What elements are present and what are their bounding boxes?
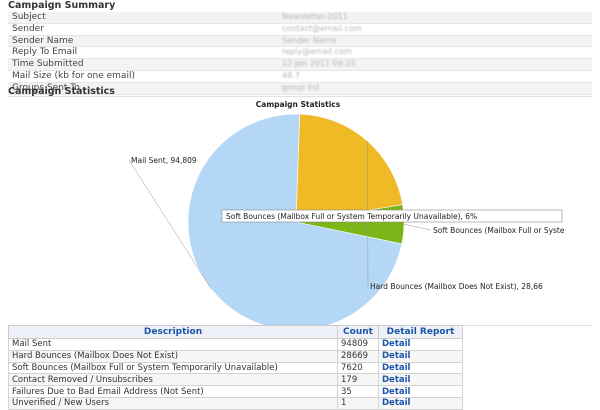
- table-row: Hard Bounces (Mailbox Does Not Exist) 28…: [8, 349, 463, 363]
- summary-label: Sender Name: [12, 35, 74, 46]
- chart-title: Campaign Statistics: [256, 100, 341, 109]
- row-detail-cell: Detail: [378, 361, 463, 375]
- detail-link[interactable]: Detail: [382, 374, 411, 385]
- campaign-summary-title: Campaign Summary: [8, 0, 116, 11]
- summary-value: 12 Jan 2011 09:25: [282, 59, 356, 69]
- row-count: 35: [337, 385, 379, 398]
- slice-leader-line: [403, 223, 432, 231]
- row-description: Mail Sent: [8, 338, 338, 351]
- row-detail-cell: Detail: [378, 338, 463, 351]
- summary-value: contact@email.com: [282, 23, 362, 33]
- summary-value: Sender Name: [282, 35, 337, 45]
- summary-value: reply@email.com: [282, 47, 352, 57]
- slice-label: Hard Bounces (Mailbox Does Not Exist), 2…: [370, 282, 543, 291]
- row-detail-cell: Detail: [378, 385, 463, 398]
- row-description: Unverified / New Users: [8, 396, 338, 410]
- table-row: Unverified / New Users 1 Detail: [8, 396, 463, 410]
- summary-label: Time Submitted: [12, 59, 84, 70]
- description-header: Description: [8, 325, 338, 339]
- row-count: 7620: [337, 361, 379, 375]
- row-description: Contact Removed / Unsubscribes: [8, 373, 338, 387]
- slice-label: Mail Sent, 94,809: [131, 156, 197, 165]
- detail-link[interactable]: Detail: [382, 351, 411, 362]
- table-header-row: Description Count Detail Report: [8, 325, 463, 339]
- campaign-statistics-title: Campaign Statistics: [8, 86, 115, 97]
- summary-row: Time Submitted 12 Jan 2011 09:25: [8, 59, 592, 71]
- summary-label: Sender: [12, 23, 44, 34]
- table-row: Soft Bounces (Mailbox Full or System Tem…: [8, 361, 463, 375]
- chart-tooltip: Soft Bounces (Mailbox Full or System Tem…: [221, 209, 563, 223]
- summary-row: Subject Newsletter-2011: [8, 12, 592, 24]
- row-detail-cell: Detail: [378, 396, 463, 410]
- row-count: 179: [337, 373, 379, 387]
- table-row: Contact Removed / Unsubscribes 179 Detai…: [8, 373, 463, 387]
- row-count: 1: [337, 396, 379, 410]
- summary-label: Groups Sent To: [12, 82, 80, 93]
- row-description: Failures Due to Bad Email Address (Not S…: [8, 385, 338, 398]
- summary-value: group list: [282, 82, 320, 92]
- row-description: Soft Bounces (Mailbox Full or System Tem…: [8, 361, 338, 375]
- detail-report-header: Detail Report: [378, 325, 463, 339]
- campaign-summary-table: Subject Newsletter-2011 Sender contact@ema…: [8, 12, 592, 95]
- tooltip-text: Soft Bounces (Mailbox Full or System Tem…: [226, 212, 477, 221]
- pie-slice[interactable]: [295, 113, 403, 223]
- summary-label: Mail Size (kb for one email): [12, 70, 135, 81]
- table-row: Failures Due to Bad Email Address (Not S…: [8, 385, 463, 398]
- row-count: 94809: [337, 338, 379, 351]
- pie-chart: Campaign Statistics Mail Sent, 94,809 Sof…: [128, 100, 565, 325]
- slice-label: Soft Bounces (Mailbox Full or Syste: [433, 226, 565, 235]
- table-row: Mail Sent 94809 Detail: [8, 338, 463, 351]
- summary-value: 48.7: [282, 70, 300, 80]
- summary-value: Newsletter-2011: [282, 12, 348, 21]
- summary-row: Mail Size (kb for one email) 48.7: [8, 71, 592, 83]
- campaign-statistics-chart: Campaign Statistics Mail Sent, 94,809 Sof…: [8, 96, 592, 326]
- detail-link[interactable]: Detail: [382, 339, 411, 350]
- summary-label: Reply To Email: [12, 47, 78, 58]
- tooltip-box: [221, 209, 563, 223]
- detail-link[interactable]: Detail: [382, 386, 411, 397]
- summary-row: Sender contact@email.com: [8, 24, 592, 36]
- summary-row: Reply To Email reply@email.com: [8, 47, 592, 60]
- row-detail-cell: Detail: [378, 373, 463, 387]
- statistics-table: Description Count Detail Report Mail Sen…: [8, 325, 463, 410]
- summary-label: Subject: [12, 12, 46, 22]
- count-header: Count: [337, 325, 379, 339]
- summary-row: Groups Sent To group list: [8, 82, 592, 95]
- summary-row: Sender Name Sender Name: [8, 35, 592, 48]
- row-count: 28669: [337, 349, 379, 363]
- row-detail-cell: Detail: [378, 349, 463, 363]
- slice-leader-line: [128, 159, 212, 289]
- row-description: Hard Bounces (Mailbox Does Not Exist): [8, 349, 338, 363]
- detail-link[interactable]: Detail: [382, 362, 411, 373]
